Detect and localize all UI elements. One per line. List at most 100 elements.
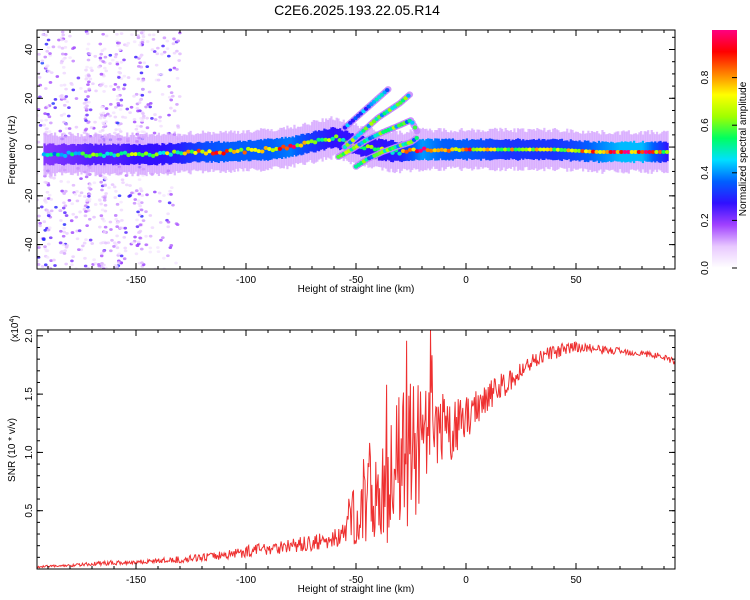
- spectrogram-band-peak: [84, 153, 89, 158]
- spectrogram-noise-cell: [122, 87, 126, 91]
- spectrogram-band-peak: [615, 149, 620, 154]
- spectrogram-noise-cell: [165, 47, 170, 51]
- spectrogram-noise-cell: [159, 124, 163, 128]
- spectrogram-noise-cell: [99, 72, 104, 76]
- spectrogram-noise-cell: [114, 128, 118, 132]
- spectrogram-noise-cell: [132, 201, 137, 205]
- spectrogram-band-peak: [485, 147, 490, 152]
- spectrogram-noise-cell: [77, 248, 81, 252]
- spectrogram-noise-cell: [83, 195, 87, 198]
- spectrogram-band-peak: [605, 149, 610, 154]
- spectrogram-noise-cell: [136, 77, 141, 81]
- spectrogram-noise-cell: [141, 35, 146, 39]
- snr-x-label: Height of straight line (km): [298, 584, 415, 595]
- spectrogram-noise-cell: [40, 264, 45, 268]
- spectrogram-noise-cell: [132, 120, 137, 124]
- spectrogram-noise-cell: [103, 225, 108, 229]
- spectrogram-band-peak: [281, 144, 286, 149]
- spectrogram-noise-cell: [130, 191, 134, 195]
- spectrogram-noise-cell: [67, 127, 72, 130]
- spectrogram-noise-cell: [102, 249, 106, 253]
- spectrogram-noise-cell: [83, 256, 87, 260]
- spectrogram-noise-cell: [76, 76, 81, 80]
- spectrogram-noise-cell: [114, 265, 119, 269]
- spectrogram-noise-cell: [71, 88, 76, 92]
- spectrogram-noise-cell: [62, 230, 67, 234]
- spectrogram-band-peak: [115, 152, 121, 157]
- spectrogram-noise-cell: [134, 189, 139, 193]
- spectrogram-band-peak: [270, 148, 276, 153]
- spectrogram-noise-cell: [107, 186, 111, 190]
- spectrogram-band-peak: [309, 139, 314, 144]
- spectrogram-noise-cell: [37, 76, 42, 79]
- spectrogram-band-peak: [143, 151, 149, 156]
- spectrogram-band-peak: [362, 146, 367, 151]
- spectrogram-band-peak: [640, 149, 645, 154]
- spectrogram-noise-cell: [135, 124, 140, 128]
- spectrogram-noise-cell: [140, 93, 145, 97]
- spectrogram-band-peak: [158, 151, 163, 156]
- spectrogram-noise-cell: [40, 59, 45, 63]
- spectrogram-noise-cell: [60, 38, 64, 42]
- spectrogram-noise-cell: [100, 208, 105, 212]
- spectrogram-noise-cell: [136, 210, 140, 214]
- spectrogram-noise-cell: [137, 231, 141, 234]
- spectrogram-noise-cell: [67, 198, 72, 202]
- spectrogram-noise-cell: [135, 244, 140, 248]
- spectrogram-noise-cell: [134, 252, 139, 256]
- spectrogram-noise-cell: [145, 65, 150, 69]
- y-tick-label: 20: [24, 92, 35, 104]
- spectrogram-noise-cell: [136, 36, 141, 39]
- spectrogram-band-peak: [91, 152, 96, 157]
- spectrogram-noise-cell: [43, 245, 47, 249]
- spectrogram-band-peak: [629, 149, 635, 154]
- spectrogram-y-ticks: -40 -20 0 20 40: [24, 36, 675, 270]
- spectrogram-noise-cell: [88, 108, 93, 112]
- spectrogram-noise-cell: [59, 179, 63, 183]
- spectrogram-noise-cell: [46, 112, 50, 116]
- spectrogram-band-peak: [654, 149, 659, 154]
- spectrogram-noise-cell: [158, 115, 162, 119]
- spectrogram-marks: [37, 30, 670, 269]
- spectrogram-noise-cell: [62, 83, 67, 87]
- spectrogram-noise-cell: [87, 87, 92, 91]
- colorbar-tick-label: 0.4: [700, 165, 711, 179]
- spectrogram-noise-cell: [175, 67, 179, 71]
- spectrogram-noise-cell: [42, 123, 46, 127]
- spectrogram-noise-cell: [64, 122, 69, 126]
- x-tick-label: -50: [349, 575, 364, 586]
- spectrogram-noise-cell: [77, 194, 82, 198]
- spectrogram-band-peak: [590, 149, 596, 154]
- spectrogram-noise-cell: [174, 261, 178, 265]
- spectrogram-noise-cell: [46, 214, 51, 217]
- spectrogram-noise-cell: [122, 235, 127, 239]
- spectrogram-noise-cell: [116, 44, 120, 47]
- spectrogram-noise-cell: [158, 221, 163, 224]
- spectrogram-noise-cell: [153, 190, 157, 194]
- spectrogram-noise-cell: [139, 189, 144, 193]
- spectrogram-noise-cell: [176, 39, 181, 43]
- spectrogram-noise-cell: [134, 127, 139, 131]
- spectrogram-noise-cell: [68, 56, 72, 60]
- spectrogram-band-peak: [566, 148, 571, 153]
- spectrogram-noise-cell: [122, 83, 127, 87]
- spectrogram-band-peak: [302, 140, 307, 145]
- spectrogram-noise-cell: [142, 130, 146, 134]
- spectrogram-noise-cell: [166, 254, 170, 258]
- spectrogram-noise-cell: [70, 259, 74, 263]
- spectrogram-noise-cell: [85, 199, 89, 203]
- spectrogram-band-peak: [288, 143, 293, 148]
- figure-title: C2E6.2025.193.22.05.R14: [274, 2, 440, 18]
- spectrogram-noise-cell: [139, 247, 144, 251]
- spectrogram-noise-cell: [117, 41, 122, 45]
- spectrogram-noise-cell: [117, 76, 121, 79]
- spectrogram-noise-cell: [150, 226, 155, 229]
- spectrogram-noise-cell: [60, 52, 65, 56]
- spectrogram-noise-cell: [137, 202, 141, 206]
- spectrogram-noise-cell: [169, 98, 174, 102]
- spectrogram-band-peak: [545, 147, 550, 152]
- spectrogram-band-peak: [323, 137, 328, 142]
- spectrogram-band-peak: [418, 148, 423, 153]
- spectrogram-noise-cell: [86, 52, 91, 55]
